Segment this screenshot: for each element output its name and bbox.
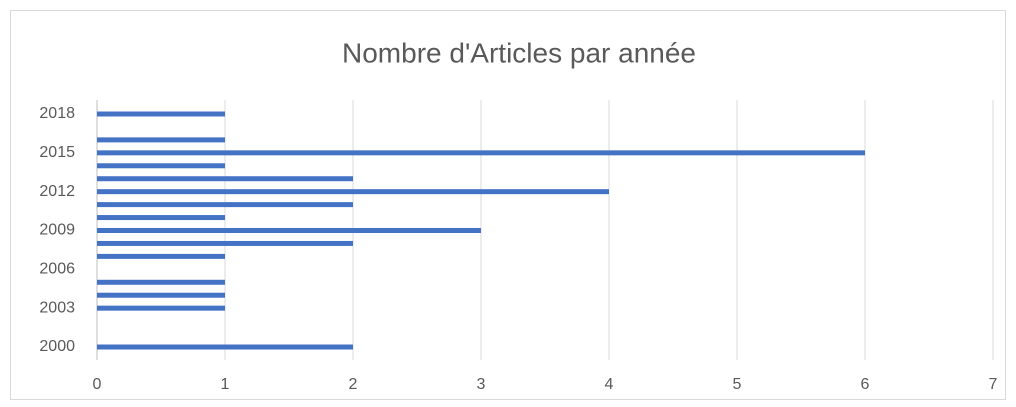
x-tick-label: 2 bbox=[349, 376, 358, 393]
x-tick-label: 4 bbox=[605, 376, 614, 393]
bar bbox=[97, 202, 353, 208]
y-tick-label: 2012 bbox=[39, 183, 75, 200]
bar bbox=[97, 253, 225, 259]
x-tick-label: 7 bbox=[989, 376, 998, 393]
bar bbox=[97, 150, 865, 156]
x-tick-label: 0 bbox=[93, 376, 102, 393]
bar bbox=[97, 279, 225, 285]
bar bbox=[97, 176, 353, 182]
bar bbox=[97, 305, 225, 311]
y-tick-label: 2009 bbox=[39, 222, 75, 239]
bar bbox=[97, 240, 353, 246]
y-tick-label: 2003 bbox=[39, 299, 75, 316]
bar bbox=[97, 344, 353, 350]
bar bbox=[97, 228, 481, 233]
x-tick-label: 5 bbox=[733, 376, 742, 393]
y-tick-label: 2018 bbox=[39, 105, 75, 122]
bar bbox=[97, 163, 225, 169]
bar bbox=[97, 137, 225, 143]
x-tick-label: 3 bbox=[477, 376, 486, 393]
bar bbox=[97, 189, 609, 195]
x-tick-label: 6 bbox=[861, 376, 870, 393]
y-tick-label: 2015 bbox=[39, 144, 75, 161]
y-tick-label: 2000 bbox=[39, 338, 75, 355]
bar bbox=[97, 111, 225, 117]
bar bbox=[97, 215, 225, 221]
y-tick-label: 2006 bbox=[39, 261, 75, 278]
x-tick-label: 1 bbox=[221, 376, 230, 393]
bar bbox=[97, 292, 225, 298]
chart-title: Nombre d'Articles par année bbox=[342, 37, 696, 68]
